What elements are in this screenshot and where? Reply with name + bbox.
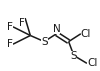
- Text: Cl: Cl: [81, 29, 91, 39]
- Text: Cl: Cl: [87, 58, 97, 68]
- Text: F: F: [19, 18, 25, 28]
- Text: F: F: [7, 22, 13, 32]
- Text: N: N: [53, 24, 60, 34]
- Text: F: F: [7, 39, 13, 49]
- Text: S: S: [70, 50, 77, 60]
- Text: S: S: [41, 37, 48, 47]
